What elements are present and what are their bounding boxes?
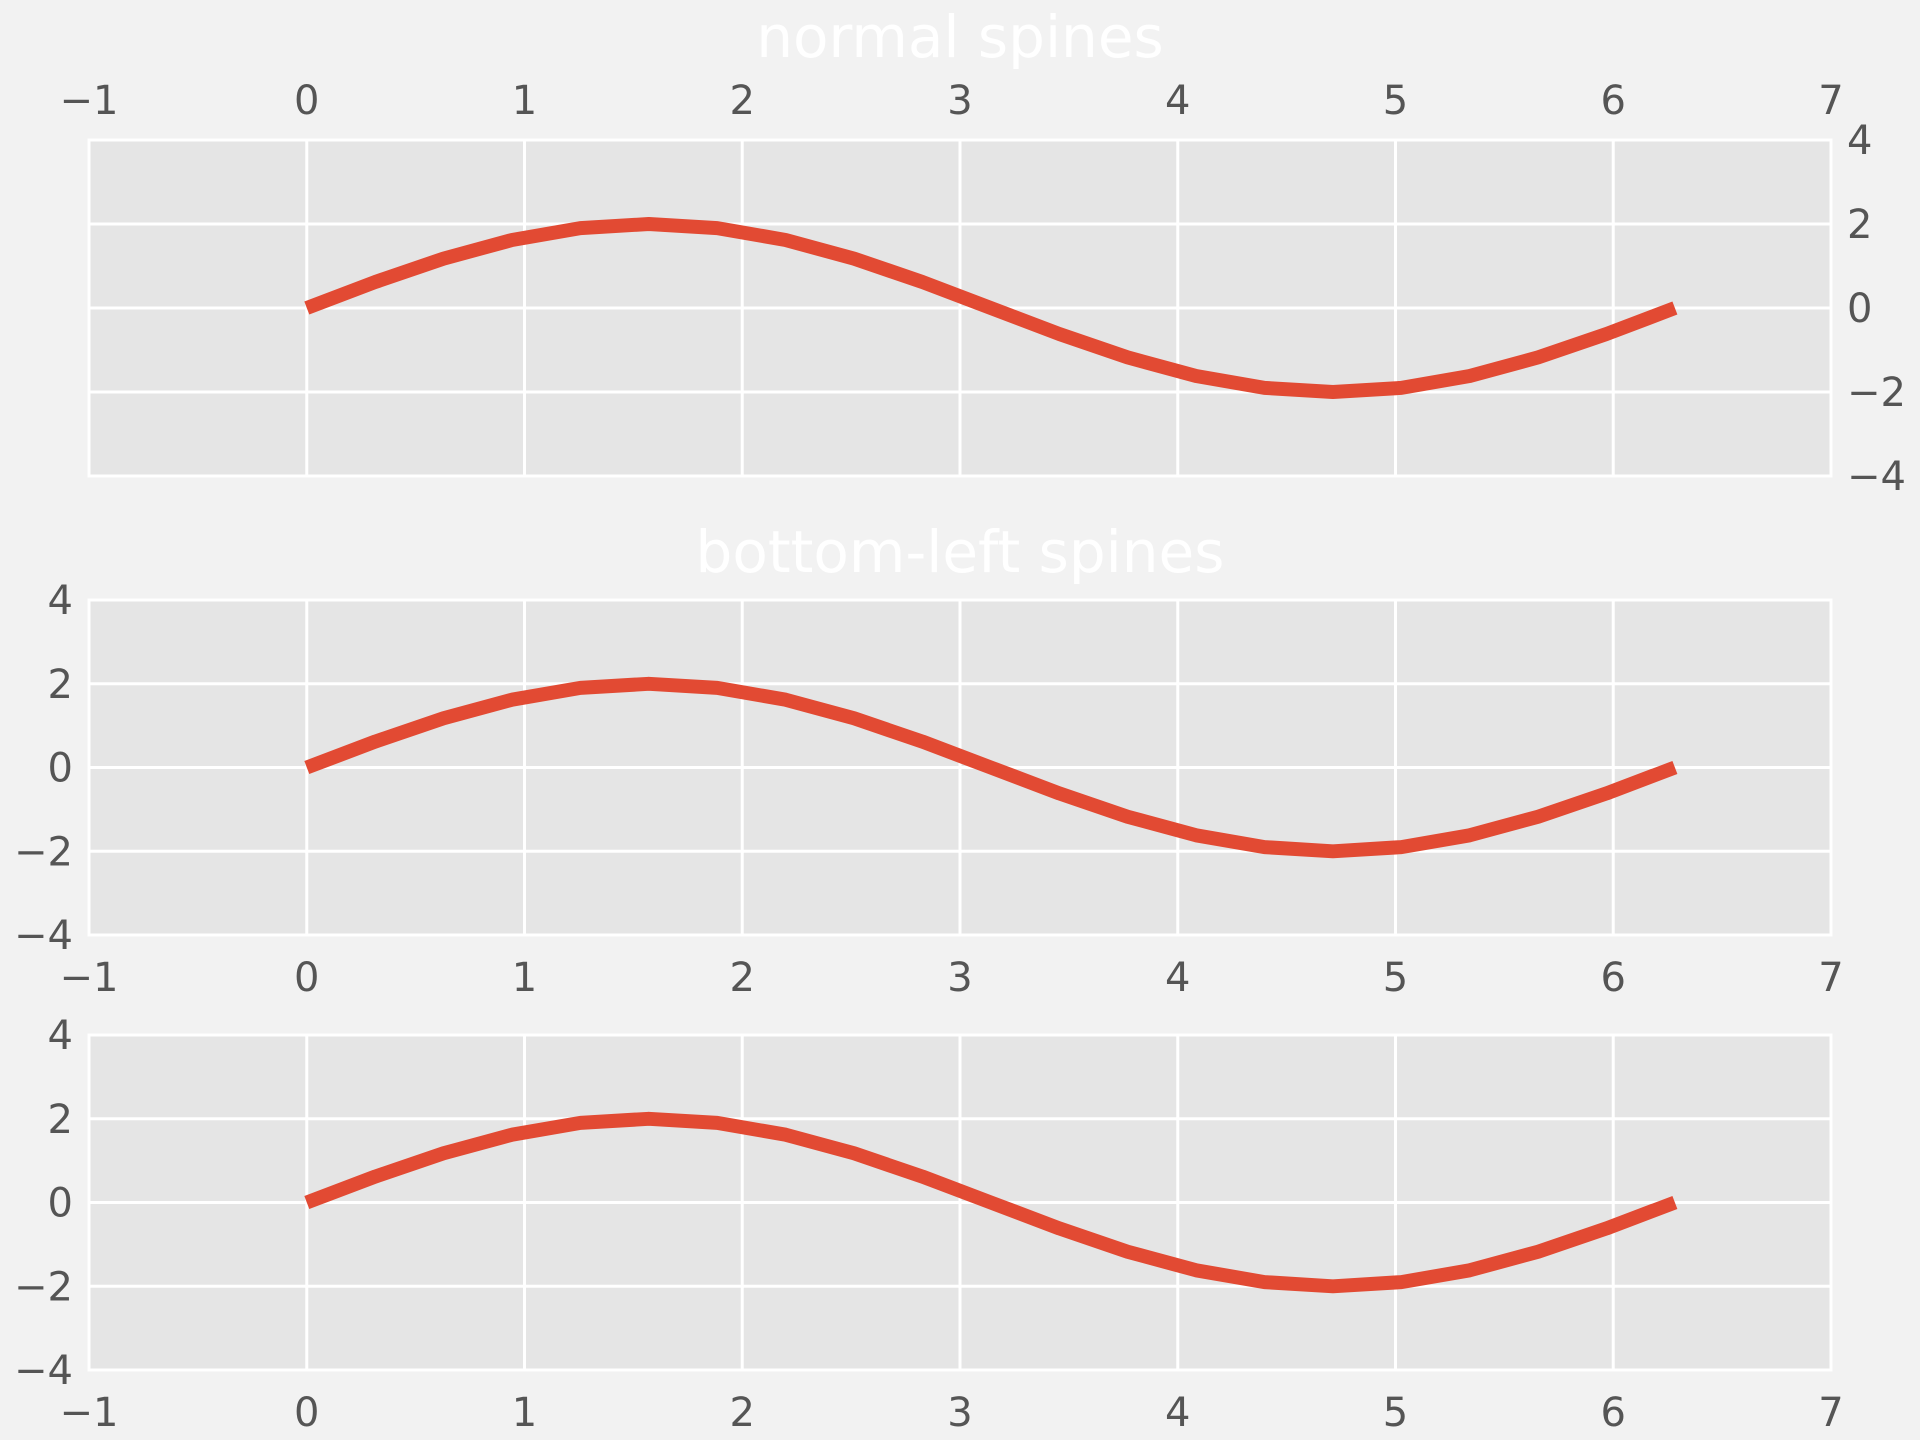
y-tick-label: −4 — [1847, 454, 1906, 500]
x-tick-label: 6 — [1601, 955, 1626, 1001]
y-tick-label: 2 — [48, 662, 73, 708]
y-tick-label: −2 — [14, 829, 73, 875]
x-tick-label: 1 — [512, 955, 537, 1001]
x-tick-label: −1 — [60, 1390, 119, 1436]
chart-title: bottom-left spines — [696, 518, 1225, 586]
axes-frame — [87, 598, 1833, 937]
x-tick-label: 6 — [1601, 78, 1626, 124]
y-tick-label: 2 — [48, 1097, 73, 1143]
y-tick-label: 4 — [48, 578, 73, 624]
panel-third: −1 0 1 2 3 4 5 6 7 −4 −2 0 2 4 — [14, 1013, 1844, 1436]
y-tick-label: −4 — [14, 1348, 73, 1394]
x-tick-label: −1 — [60, 955, 119, 1001]
x-tick-label: 0 — [294, 1390, 319, 1436]
x-tick-label: 4 — [1165, 78, 1190, 124]
x-tick-label: 3 — [947, 955, 972, 1001]
y-tick-label: 0 — [1847, 286, 1872, 332]
x-tick-label: 2 — [730, 955, 755, 1001]
y-tick-label: 4 — [1847, 118, 1872, 164]
x-tick-label: 1 — [512, 1390, 537, 1436]
x-tick-label: 5 — [1383, 1390, 1408, 1436]
axes-frame — [87, 138, 1833, 478]
chart-title: normal spines — [756, 3, 1163, 71]
x-tick-label: 7 — [1818, 1390, 1843, 1436]
x-tick-label: 4 — [1165, 1390, 1190, 1436]
x-tick-label: 5 — [1383, 78, 1408, 124]
series-line — [304, 217, 1678, 399]
y-tick-label: 0 — [48, 1181, 73, 1227]
x-tick-label: 5 — [1383, 955, 1408, 1001]
y-tick-label: −4 — [14, 913, 73, 959]
x-tick-label: 7 — [1818, 955, 1843, 1001]
x-tick-label: −1 — [60, 78, 119, 124]
y-tick-label: 0 — [48, 746, 73, 792]
x-tick-label: 2 — [730, 1390, 755, 1436]
x-tick-label: 6 — [1601, 1390, 1626, 1436]
series-line — [304, 676, 1678, 859]
x-tick-label: 7 — [1818, 78, 1843, 124]
panel-bottom-left-spines: −1 0 1 2 3 4 5 6 7 −4 −2 0 2 4 bottom-left spines — [14, 518, 1844, 1001]
y-tick-label: 2 — [1847, 202, 1872, 248]
x-tick-label: 2 — [730, 78, 755, 124]
y-tick-label: −2 — [1847, 370, 1906, 416]
x-tick-label: 3 — [947, 1390, 972, 1436]
x-tick-label: 4 — [1165, 955, 1190, 1001]
x-tick-label: 0 — [294, 955, 319, 1001]
x-tick-label: 0 — [294, 78, 319, 124]
x-tick-label: 3 — [947, 78, 972, 124]
y-tick-label: −2 — [14, 1264, 73, 1310]
series-line — [304, 1111, 1678, 1294]
x-tick-label: 1 — [512, 78, 537, 124]
y-tick-label: 4 — [48, 1013, 73, 1059]
axes-frame — [87, 1033, 1833, 1372]
